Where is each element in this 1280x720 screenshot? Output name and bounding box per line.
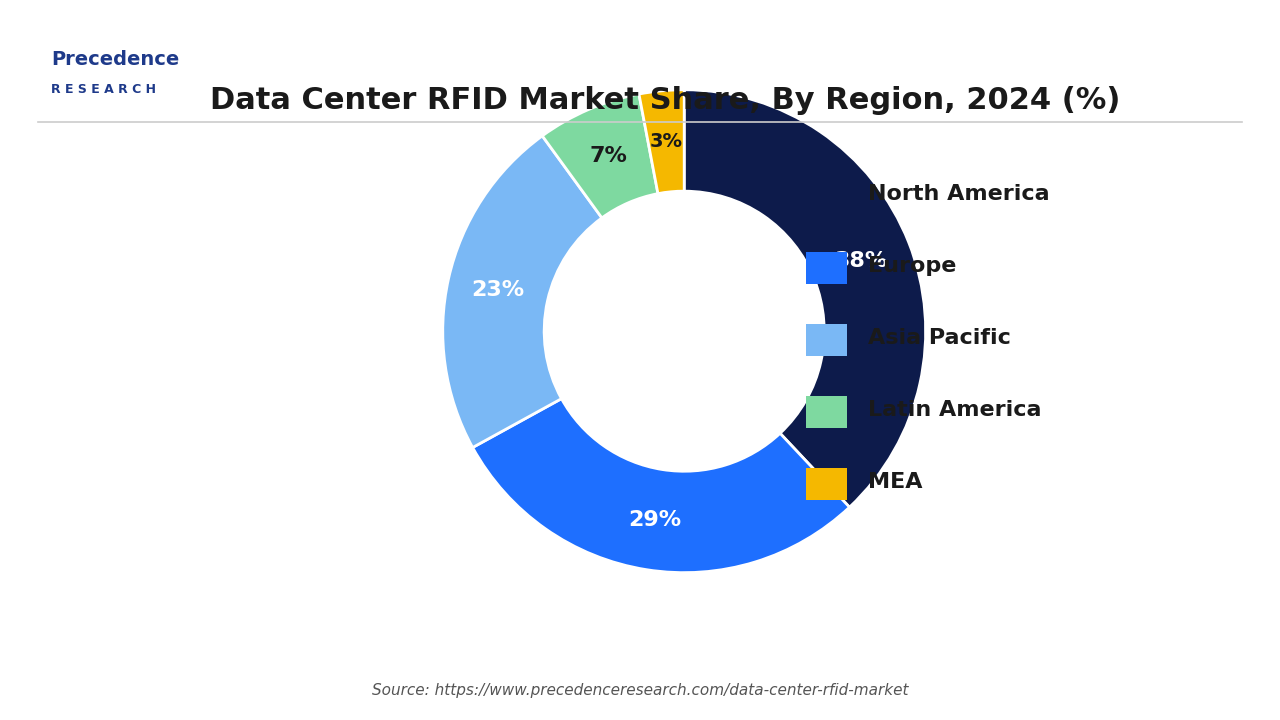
Text: Precedence: Precedence [51,50,179,69]
Text: North America: North America [868,184,1050,204]
Text: 29%: 29% [627,510,681,530]
Wedge shape [639,90,685,194]
Text: Asia Pacific: Asia Pacific [868,328,1011,348]
Text: 3%: 3% [650,132,682,150]
Wedge shape [443,136,602,448]
Text: Europe: Europe [868,256,956,276]
Text: Source: https://www.precedenceresearch.com/data-center-rfid-market: Source: https://www.precedenceresearch.c… [371,683,909,698]
Wedge shape [472,399,850,572]
Text: MEA: MEA [868,472,923,492]
Text: 38%: 38% [835,251,888,271]
Text: Latin America: Latin America [868,400,1042,420]
Text: 7%: 7% [590,146,627,166]
Text: 23%: 23% [471,279,525,300]
Text: R E S E A R C H: R E S E A R C H [51,83,156,96]
Text: Data Center RFID Market Share, By Region, 2024 (%): Data Center RFID Market Share, By Region… [210,86,1121,115]
Wedge shape [543,94,658,218]
Wedge shape [685,90,925,507]
